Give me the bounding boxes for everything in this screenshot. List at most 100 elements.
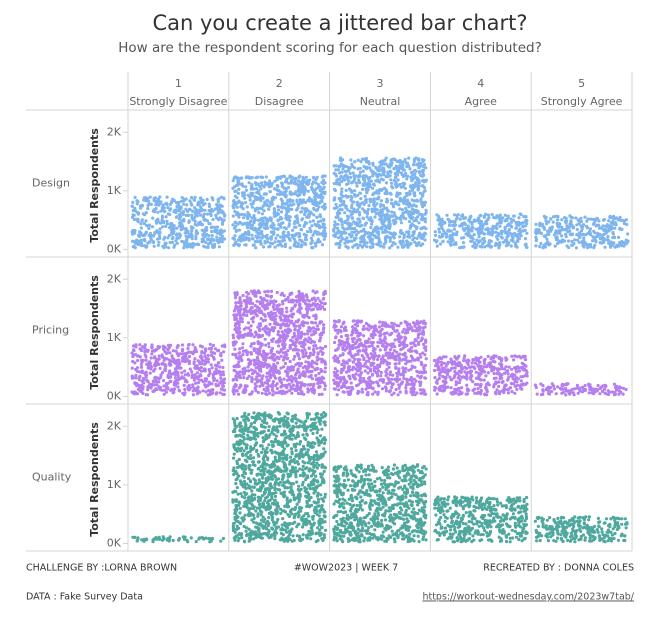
jitter-dot [407,157,410,160]
jitter-dot [321,191,324,194]
jitter-dot [258,367,261,370]
jitter-dot [296,338,299,341]
jitter-dot [342,369,345,372]
jitter-dot [292,341,295,344]
jitter-dot [172,391,175,394]
jitter-dot [177,374,180,377]
jitter-dot [367,377,370,380]
jitter-dot [131,201,134,204]
jitter-dot [318,202,321,205]
jitter-dot [611,231,614,234]
jitter-dot [201,389,204,392]
jitter-dot [254,240,257,243]
jitter-dot [305,351,308,354]
jitter-dot [361,238,364,241]
jitter-dot [246,211,249,214]
jitter-dot [276,291,279,294]
jitter-dot [234,316,237,319]
jitter-dot [210,348,213,351]
jitter-dot [145,246,148,249]
jitter-dot [349,189,352,192]
jitter-dot [507,215,510,218]
jitter-dot [394,176,397,179]
jitter-dot [168,359,171,362]
jitter-dot [149,372,152,375]
jitter-dot [363,224,366,227]
jitter-bar [332,319,428,396]
jitter-dot [198,360,201,363]
jitter-dot [335,174,338,177]
jitter-dot [287,324,290,327]
jitter-dot [366,215,369,218]
jitter-dot [500,230,503,233]
jitter-dot [464,223,467,226]
jitter-dot [258,236,261,239]
jitter-dot [520,234,523,237]
jitter-dot [255,362,258,365]
jitter-dot [362,229,365,232]
jitter-dot [321,381,324,384]
jitter-dot [243,193,246,196]
jitter-dot [412,321,415,324]
jitter-dot [181,358,184,361]
jitter-dot [240,176,243,179]
jitter-dot [346,196,349,199]
jitter-dot [513,214,516,217]
jitter-dot [355,221,358,224]
jitter-dot [251,234,254,237]
jitter-dot [200,351,203,354]
jitter-dot [242,312,245,315]
jitter-dot [254,291,257,294]
jitter-dot [315,328,318,331]
jitter-dot [312,308,315,311]
jitter-dot [305,314,308,317]
jitter-dot [395,186,398,189]
jitter-dot [318,393,321,396]
jitter-dot [241,368,244,371]
jitter-dot [401,208,404,211]
jitter-dot [247,332,250,335]
jitter-dot [176,344,179,347]
jitter-dot [146,207,149,210]
jitter-dot [246,353,249,356]
jitter-dot [321,393,324,396]
jitter-dot [234,221,237,224]
jitter-dot [307,304,310,307]
jitter-dot [377,237,380,240]
jitter-dot [152,241,155,244]
jitter-dot [320,332,323,335]
jitter-dot [281,245,284,248]
jitter-dot [175,205,178,208]
jitter-dot [285,216,288,219]
jitter-dot [409,227,412,230]
jitter-dot [336,393,339,396]
jitter-dot [356,201,359,204]
jitter-dot [233,369,236,372]
jitter-dot [393,211,396,214]
jitter-dot [348,233,351,236]
jitter-dot [389,370,392,373]
jitter-dot [209,372,212,375]
jitter-dot [307,370,310,373]
jitter-dot [314,367,317,370]
jitter-dot [168,234,171,237]
jitter-dot [309,220,312,223]
jitter-dot [359,197,362,200]
footer-week: #WOW2023 | WEEK 7 [294,563,398,574]
jitter-dot [159,231,162,234]
jitter-dot [319,189,322,192]
jitter-dot [462,236,465,239]
jitter-dot [413,199,416,202]
jitter-dot [233,348,236,351]
footer-link[interactable]: https://workout-wednesday.com/2023w7tab/ [422,592,634,603]
jitter-dot [602,219,605,222]
jitter-dot [185,239,188,242]
jitter-dot [268,182,271,185]
jitter-dot [189,368,192,371]
jitter-dot [303,233,306,236]
jitter-dot [259,195,262,198]
jitter-dot [377,391,380,394]
jitter-dot [454,243,457,246]
column-number: 2 [276,77,283,90]
jitter-dot [208,368,211,371]
